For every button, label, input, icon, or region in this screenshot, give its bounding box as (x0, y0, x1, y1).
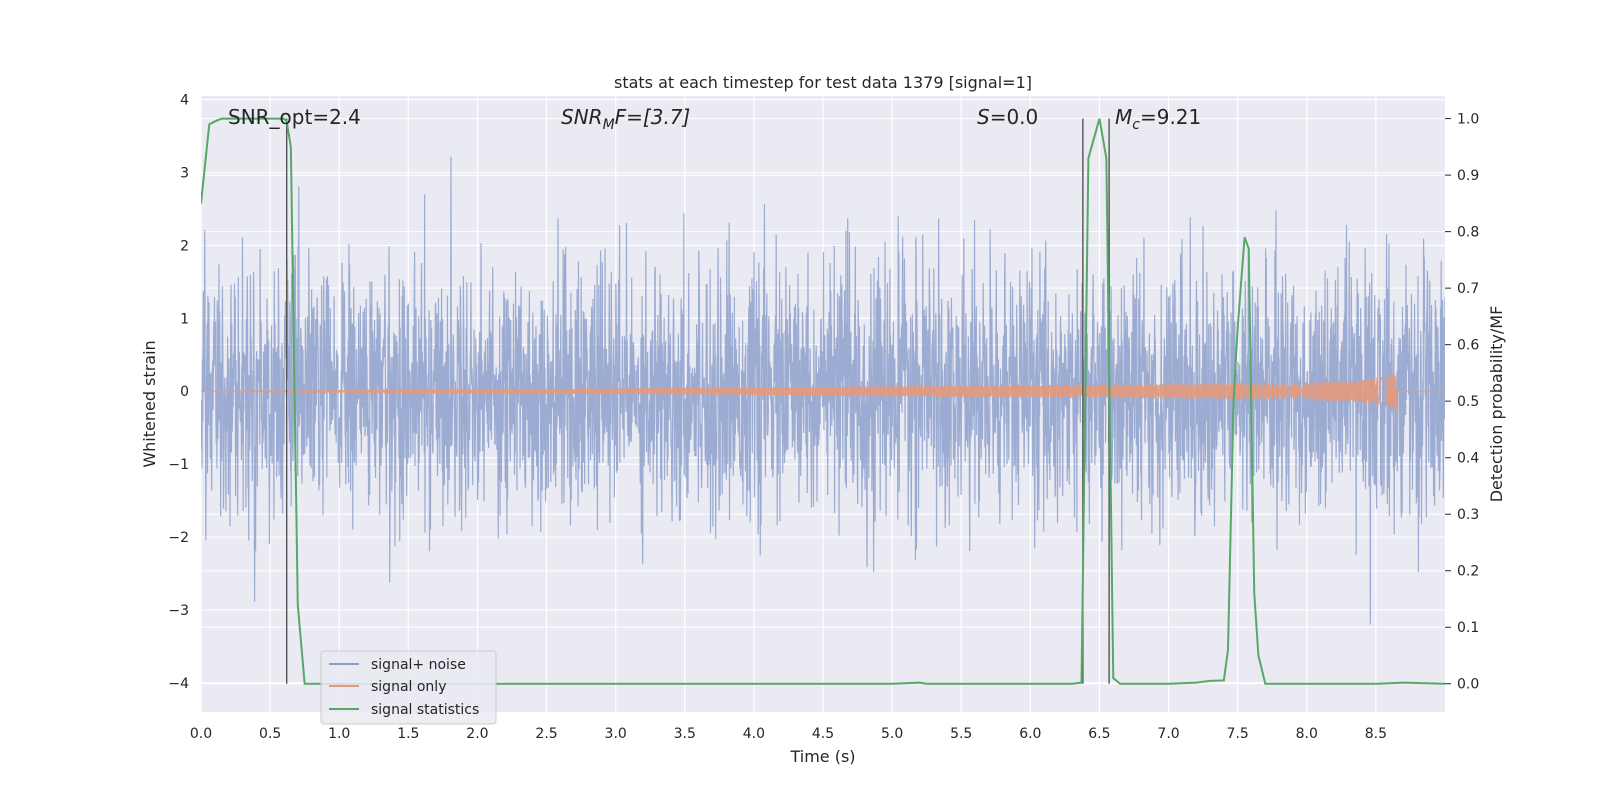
legend-box (320, 650, 497, 725)
y-left-tick-label: −3 (168, 603, 189, 619)
annotation-s: S=0.0 (977, 105, 1038, 129)
x-tick-label: 7.0 (1157, 726, 1179, 742)
annotation-mc-main: M (1115, 105, 1132, 129)
annotation-mc-rest: =9.21 (1140, 105, 1201, 129)
x-tick-label: 1.5 (397, 726, 419, 742)
y-left-tick-label: 1 (180, 311, 189, 327)
annotation-s-main: S (977, 105, 990, 129)
y-right-tick-label: 0.3 (1457, 507, 1479, 523)
y-right-tick-label: 0.8 (1457, 225, 1479, 241)
y-right-tick-label: 0.1 (1457, 620, 1479, 636)
annotation-snr-mf-sub: M (603, 117, 615, 133)
y-right-tick-label: 0.2 (1457, 564, 1479, 580)
chart-title: stats at each timestep for test data 137… (614, 73, 1032, 92)
x-tick-label: 6.0 (1019, 726, 1041, 742)
x-tick-label: 1.0 (328, 726, 350, 742)
x-tick-label: 0.5 (259, 726, 281, 742)
signal-statistics-line (201, 117, 1445, 685)
y-left-tick-label: 3 (180, 166, 189, 182)
annotation-snr-opt: SNR_opt=2.4 (228, 105, 361, 129)
annotation-mc: Mc=9.21 (1115, 105, 1201, 133)
y-right-tick-label: 0.6 (1457, 338, 1479, 354)
x-tick-label: 5.0 (881, 726, 903, 742)
y-right-tick-label: 1.0 (1457, 112, 1479, 128)
x-tick-label: 4.5 (812, 726, 834, 742)
x-tick-label: 4.0 (743, 726, 765, 742)
y-right-tick-label: 0.0 (1457, 677, 1479, 693)
y-left-tick-label: 0 (180, 384, 189, 400)
y-axis-right-ticks: 1.0 0.9 0.8 0.7 0.6 0.5 0.4 0.3 0.2 0.1 0.0 (1445, 112, 1479, 693)
y-right-tick-label: 0.7 (1457, 281, 1479, 297)
y-right-tick-label: 0.9 (1457, 168, 1479, 184)
y-axis-left-ticks: 4 3 2 1 0 −1 −2 −3 −4 (168, 93, 189, 692)
y-left-tick-label: −2 (168, 530, 189, 546)
x-tick-label: 2.5 (535, 726, 557, 742)
x-tick-label: 6.5 (1088, 726, 1110, 742)
x-tick-label: 7.5 (1227, 726, 1249, 742)
y-right-tick-label: 0.4 (1457, 451, 1479, 467)
y-left-tick-label: −4 (168, 676, 189, 692)
x-tick-label: 8.5 (1365, 726, 1387, 742)
signal-only-line (201, 373, 1445, 411)
x-tick-label: 0.0 (190, 726, 212, 742)
legend: signal+ noise signal only signal statist… (320, 650, 497, 725)
legend-label-signal-noise: signal+ noise (371, 657, 466, 673)
y-axis-left-label: Whitened strain (140, 340, 159, 467)
x-tick-label: 3.0 (605, 726, 627, 742)
y-left-tick-label: 4 (180, 93, 189, 109)
x-axis-label: Time (s) (789, 747, 855, 766)
legend-label-signal-statistics: signal statistics (371, 702, 479, 718)
series-signal-only (201, 373, 1445, 411)
annotation-s-rest: =0.0 (990, 105, 1039, 129)
y-left-tick-label: −1 (168, 457, 189, 473)
annotation-snr-mf-rest: F=[3.7] (615, 105, 691, 129)
x-tick-label: 8.0 (1296, 726, 1318, 742)
y-left-tick-label: 2 (180, 238, 189, 254)
annotation-mc-sub: c (1132, 117, 1140, 133)
x-tick-label: 5.5 (950, 726, 972, 742)
x-tick-label: 2.0 (466, 726, 488, 742)
annotation-snr-mf-main: SNR (561, 105, 603, 129)
legend-label-signal-only: signal only (371, 679, 446, 695)
y-right-tick-label: 0.5 (1457, 394, 1479, 410)
x-tick-label: 3.5 (674, 726, 696, 742)
y-axis-right-label: Detection probability/MF (1487, 306, 1506, 503)
series-signal-statistics (201, 117, 1445, 685)
x-axis-ticks: 0.0 0.5 1.0 1.5 2.0 2.5 3.0 3.5 4.0 4.5 5.0 5.5 6.0 6… (190, 726, 1387, 742)
annotation-snr-mf: SNRMF=[3.7] (561, 105, 690, 133)
